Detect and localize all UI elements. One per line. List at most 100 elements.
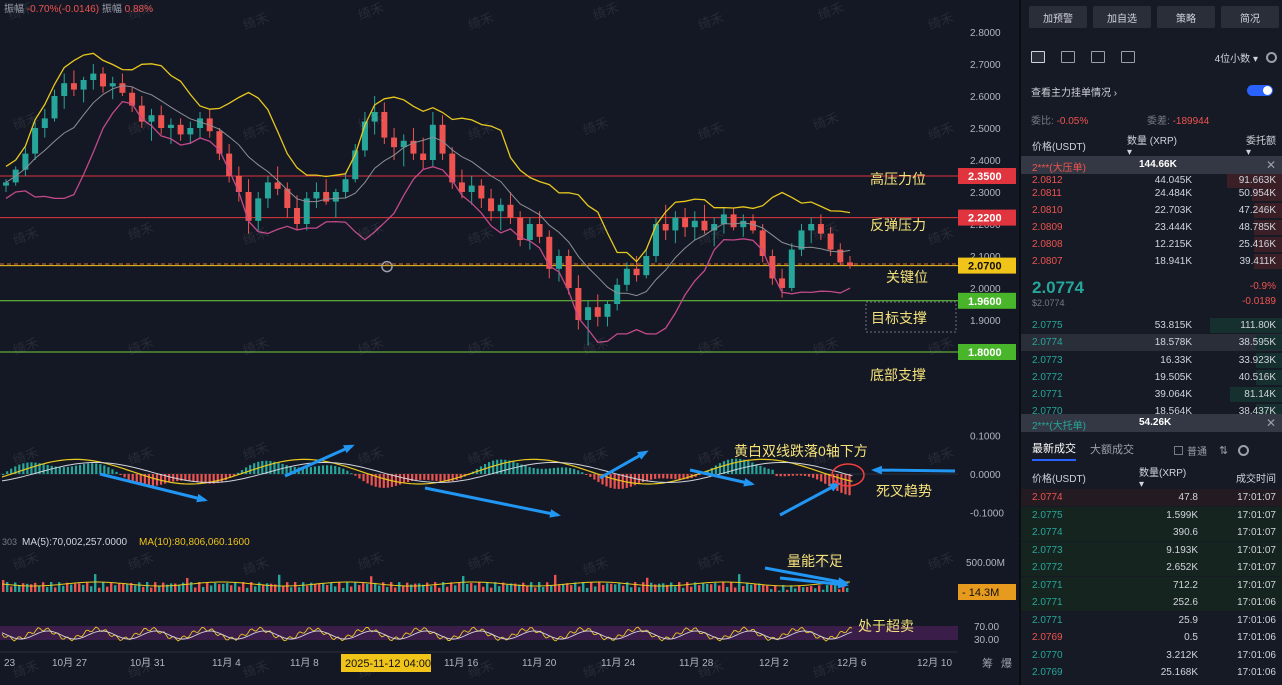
bid-row[interactable]: 2.0772 19.505K 40.516K: [1021, 369, 1282, 386]
close-icon[interactable]: ✕: [1265, 158, 1276, 172]
ask-row[interactable]: 2.0808 12.215K 25.416K: [1021, 236, 1282, 253]
chart-area[interactable]: 振幅 -0.70%(-0.0146) 振幅 0.88% 2.8000 2.7000…: [0, 0, 1020, 685]
price-chart[interactable]: 2.80002.70002.60002.50002.40002.30002.20…: [0, 0, 1020, 685]
panel-divider[interactable]: [1019, 0, 1021, 685]
close-icon[interactable]: ✕: [1265, 416, 1276, 430]
decimals-select[interactable]: 4位小数 ▾: [1214, 53, 1258, 65]
macd-histogram-bar: [645, 474, 649, 481]
book-expand-icon[interactable]: [1121, 51, 1135, 63]
last-price-change: -0.0189: [1242, 296, 1276, 307]
commission-diff-label: 委差:: [1147, 116, 1170, 127]
macd-histogram-bar: [249, 465, 252, 474]
trade-qty: 390.6: [1172, 527, 1198, 538]
macd-histogram-bar: [759, 465, 762, 474]
main-orders-link[interactable]: 查看主力挂单情况 ›: [1031, 84, 1277, 99]
macd-histogram-bar: [593, 474, 596, 480]
volume-bar: [254, 586, 257, 592]
watermark: 绮禾: [581, 555, 611, 578]
ask-row[interactable]: 2.0810 22.703K 47.246K: [1021, 202, 1282, 219]
volume-bar: [274, 584, 277, 592]
normal-checkbox[interactable]: [1174, 446, 1183, 455]
macd-histogram-bar: [726, 459, 730, 474]
volume-bar: [330, 582, 333, 592]
bid-row[interactable]: 2.0774 18.578K 38.595K: [1021, 334, 1282, 351]
big-ask-order[interactable]: 2***(大压单) 144.66K ✕: [1021, 156, 1282, 174]
watermark: 绮禾: [356, 550, 386, 573]
bid-row[interactable]: 2.0771 39.064K 81.14K: [1021, 386, 1282, 403]
candle-body: [226, 153, 233, 176]
volume-bar: [258, 582, 261, 592]
candle-body: [817, 224, 824, 234]
ask-qty: 44.045K: [1154, 175, 1192, 186]
add-alert-button[interactable]: 加预警: [1029, 6, 1087, 28]
volume-bar: [490, 587, 493, 592]
macd-histogram-bar: [544, 468, 547, 474]
volume-bar: [290, 587, 293, 592]
header-qty[interactable]: 数量 (XRP) ▾: [1127, 132, 1177, 158]
macd-histogram-bar: [87, 463, 90, 474]
macd-histogram-bar: [739, 458, 742, 474]
watermark: 绮禾: [241, 335, 271, 358]
death-cross-circle: [831, 463, 865, 487]
ask-row[interactable]: 2.0807 18.941K 39.411K: [1021, 253, 1282, 270]
macd-histogram-bar: [317, 465, 321, 474]
watermark: 绮禾: [811, 110, 841, 133]
watermark: 绮禾: [241, 225, 271, 248]
strategy-button[interactable]: 策略: [1157, 6, 1215, 28]
ask-row[interactable]: 2.0811 24.484K 50.954K: [1021, 185, 1282, 202]
filter-icon[interactable]: ⇅: [1219, 445, 1229, 457]
watermark: 绮禾: [696, 225, 726, 248]
macd-histogram-bar: [569, 467, 572, 474]
macd-histogram-bar: [686, 474, 689, 479]
gear-icon[interactable]: [1238, 445, 1250, 456]
book-asks-icon[interactable]: [1091, 51, 1105, 63]
big-bid-order[interactable]: 2***(大托单) 54.26K ✕: [1021, 414, 1282, 432]
main-orders-toggle[interactable]: [1247, 85, 1273, 96]
book-bids-icon[interactable]: [1061, 51, 1075, 63]
watermark: 绮禾: [696, 10, 726, 33]
macd-arrow-head: [637, 450, 649, 460]
macd-histogram-bar: [103, 465, 106, 474]
volume-bar: [422, 584, 425, 592]
watermark: 绮禾: [466, 550, 496, 573]
header-amount[interactable]: 委托额 ▾: [1246, 132, 1276, 158]
watermark: 绮禾: [356, 0, 386, 23]
ask-row[interactable]: 2.0809 23.444K 48.785K: [1021, 219, 1282, 236]
volume-bar: [82, 584, 85, 592]
candle-body: [303, 198, 310, 224]
watermark: 绮禾: [11, 225, 41, 248]
watermark: 绮禾: [696, 335, 726, 358]
bid-amount: 81.14K: [1244, 389, 1276, 400]
macd-histogram-bar: [747, 460, 750, 474]
volume-bar: [710, 584, 713, 592]
bid-row[interactable]: 2.0773 16.33K 33.923K: [1021, 352, 1282, 369]
bid-row[interactable]: 2.0775 53.815K 111.80K: [1021, 317, 1282, 334]
candle-body: [769, 256, 776, 279]
tab-latest-trades[interactable]: 最新成交: [1032, 440, 1076, 461]
macd-histogram-bar: [650, 474, 653, 480]
ask-row[interactable]: 2.0812 44.045K 91.663K: [1021, 172, 1282, 189]
candle-body: [197, 118, 204, 128]
candle-body: [788, 249, 795, 288]
gear-icon[interactable]: [1266, 51, 1277, 63]
macd-histogram-bar: [718, 463, 722, 474]
ask-amount: 91.663K: [1238, 175, 1276, 186]
watermark: 绮禾: [926, 335, 956, 358]
tab-large-trades[interactable]: 大额成交: [1090, 444, 1134, 456]
macd-histogram-bar: [354, 474, 357, 476]
volume-bar: [6, 582, 9, 592]
macd-histogram-bar: [532, 468, 535, 474]
macd-histogram-bar: [330, 465, 333, 474]
macd-histogram-bar: [159, 474, 163, 485]
macd-histogram-bar: [589, 474, 592, 477]
book-both-icon[interactable]: [1031, 51, 1045, 63]
volume-bar: [826, 585, 829, 592]
candle-body: [623, 268, 630, 285]
trades-header-qty[interactable]: 数量(XRP) ▾: [1139, 464, 1186, 490]
overview-button[interactable]: 简况: [1221, 6, 1279, 28]
trade-row: 2.0770 3.212K 17:01:06: [1021, 647, 1282, 664]
ask-amount: 50.954K: [1238, 188, 1276, 199]
normal-label: 普通: [1187, 447, 1207, 458]
add-favorite-button[interactable]: 加自选: [1093, 6, 1151, 28]
volume-bar: [506, 584, 509, 592]
